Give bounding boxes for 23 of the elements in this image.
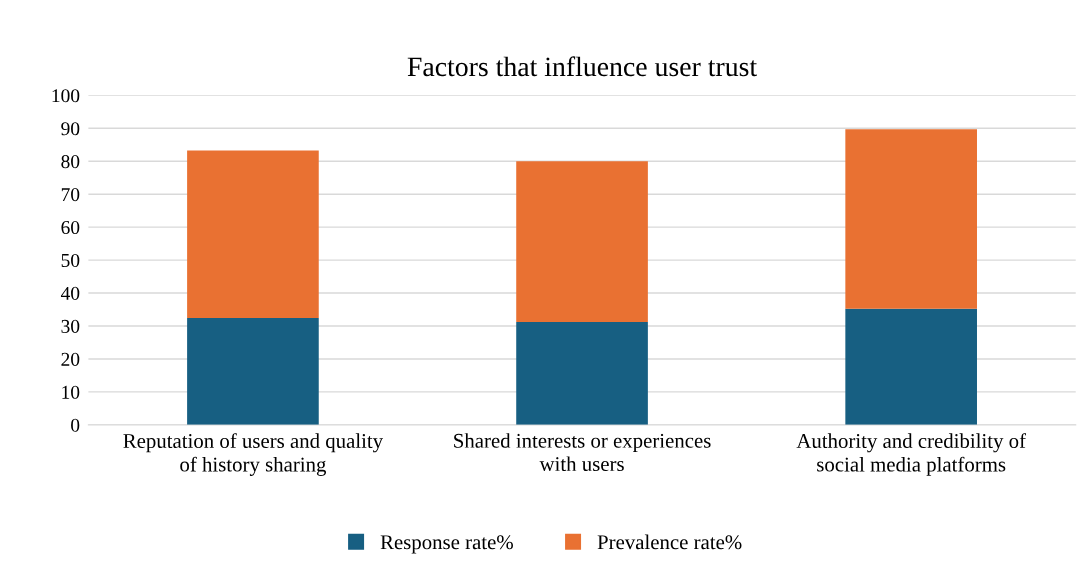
bar [845,129,977,309]
bar [516,322,648,425]
bar [845,308,977,425]
chart-title: Factors that influence user trust [407,56,757,77]
y-tick-label: 20 [61,352,80,366]
y-tick-label: 90 [61,122,80,136]
x-tick-label: Authority and credibility of social media platforms [796,433,1027,476]
y-tick-label: 50 [61,253,80,268]
bar [187,318,319,425]
legend-label: Response rate% [380,535,513,554]
bar [516,161,648,323]
y-tick-label: 40 [60,286,80,300]
x-tick-label: Reputation of users and quality of history sharing [123,433,384,476]
x-tick-label: Shared interests or experiences with users [454,433,711,472]
y-tick-label: 60 [61,220,80,235]
y-tick-label: 10 [62,385,80,399]
y-tick-label: 0 [71,418,80,432]
y-tick-label: 100 [52,89,80,103]
legend-label: Prevalence rate% [597,534,742,550]
y-tick-label: 80 [61,155,80,169]
bar [187,150,319,319]
y-tick-label: 30 [61,319,80,333]
y-tick-label: 70 [61,188,80,202]
